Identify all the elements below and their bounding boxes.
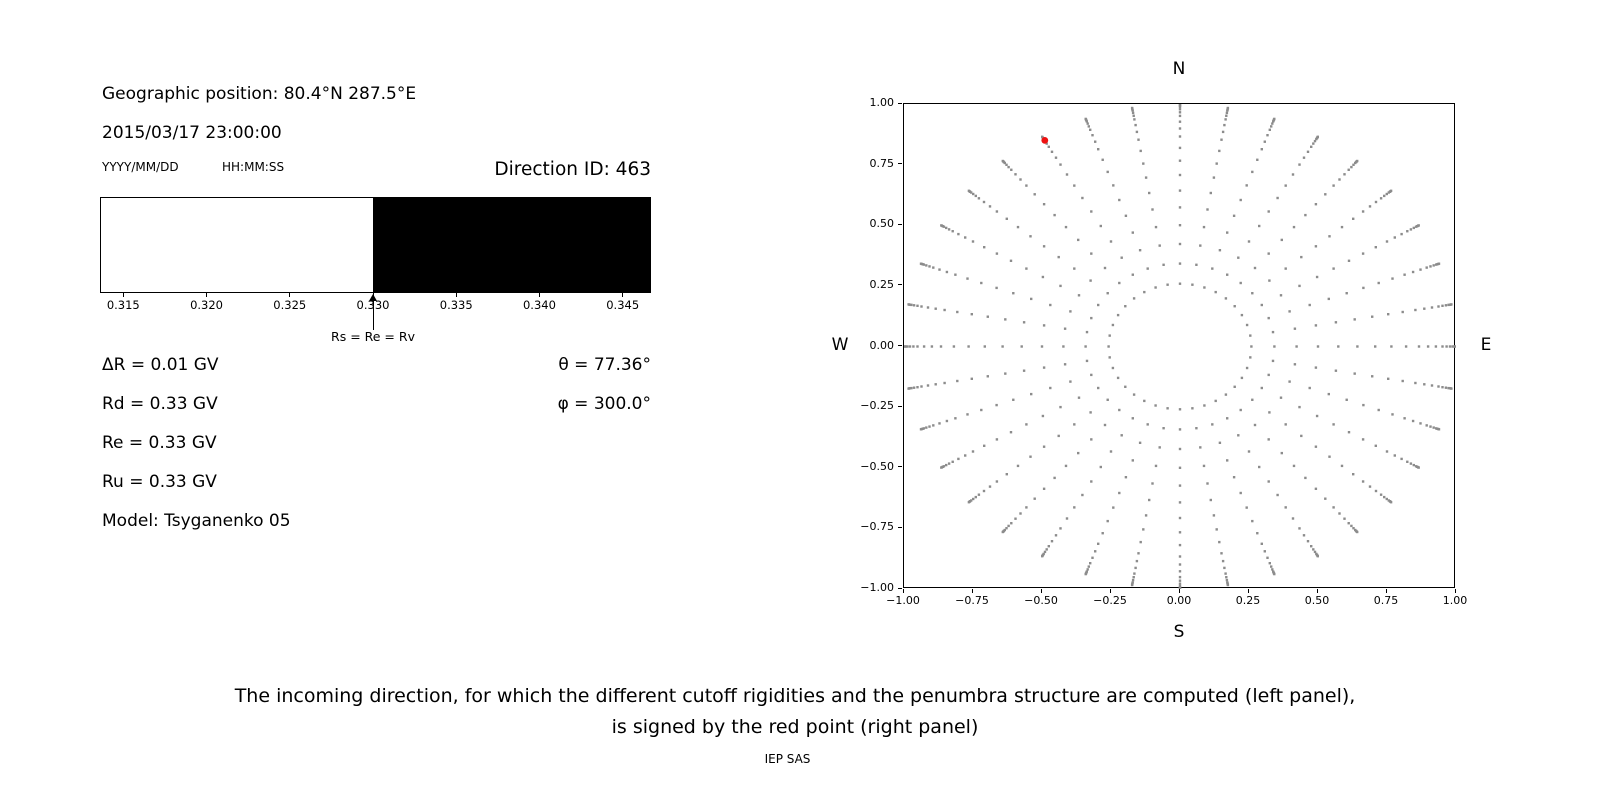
caption-line-1: The incoming direction, for which the di… bbox=[234, 685, 1356, 707]
penumbra-forbidden-region bbox=[373, 198, 650, 292]
time-format-label: HH:MM:SS bbox=[222, 160, 285, 174]
penumbra-tick-label: 0.320 bbox=[190, 298, 223, 312]
model-label: Model: Tsyganenko 05 bbox=[102, 511, 291, 531]
y-tick-mark bbox=[898, 102, 902, 104]
penumbra-tick-mark bbox=[622, 293, 624, 297]
y-tick-label: 0.75 bbox=[869, 156, 895, 170]
x-tick-label: 1.00 bbox=[1442, 594, 1468, 607]
penumbra-tick-label: 0.335 bbox=[439, 298, 473, 312]
x-tick-label: 0.75 bbox=[1373, 594, 1399, 607]
y-tick-label: 1.00 bbox=[869, 96, 895, 109]
selected-direction-point bbox=[1041, 137, 1049, 144]
penumbra-tick-mark bbox=[206, 293, 208, 297]
date-format-label: YYYY/MM/DD bbox=[102, 160, 179, 174]
x-tick-mark bbox=[971, 589, 973, 593]
y-tick-mark bbox=[898, 284, 902, 286]
y-tick-mark bbox=[898, 405, 902, 407]
y-tick-label: −0.50 bbox=[860, 459, 894, 473]
y-tick-mark bbox=[898, 223, 902, 225]
credit-label: IEP SAS bbox=[764, 752, 811, 766]
y-tick-label: −0.75 bbox=[860, 520, 894, 534]
penumbra-arrow-stem bbox=[372, 300, 374, 330]
x-tick-mark bbox=[902, 589, 904, 593]
x-tick-mark bbox=[1178, 589, 1180, 593]
penumbra-tick-mark bbox=[538, 293, 540, 297]
y-tick-mark bbox=[898, 587, 902, 589]
param-re: Re = 0.33 GV bbox=[102, 433, 217, 453]
param-rd: Rd = 0.33 GV bbox=[102, 394, 218, 414]
compass-west-label: W bbox=[831, 335, 849, 355]
direction-id: Direction ID: 463 bbox=[494, 159, 651, 180]
phi-value: φ = 300.0° bbox=[557, 394, 651, 414]
penumbra-tick-label: 0.345 bbox=[606, 298, 640, 312]
x-tick-label: 0.25 bbox=[1235, 594, 1261, 607]
penumbra-tick-label: 0.315 bbox=[106, 298, 140, 312]
direction-grid-dots bbox=[903, 103, 1457, 590]
x-tick-label: −0.25 bbox=[1093, 594, 1127, 607]
penumbra-tick-mark bbox=[289, 293, 291, 297]
penumbra-tick-mark bbox=[455, 293, 457, 297]
y-tick-mark bbox=[898, 526, 902, 528]
y-tick-mark bbox=[898, 345, 902, 346]
param-delta-r: ΔR = 0.01 GV bbox=[102, 355, 219, 375]
x-tick-label: −0.75 bbox=[955, 594, 989, 607]
geographic-position: Geographic position: 80.4°N 287.5°E bbox=[102, 84, 417, 104]
y-tick-label: 0.50 bbox=[869, 217, 895, 231]
compass-south-label: S bbox=[1173, 622, 1185, 642]
penumbra-tick-label: 0.340 bbox=[522, 298, 556, 312]
y-tick-label: −0.25 bbox=[860, 399, 894, 413]
x-tick-mark bbox=[1316, 589, 1318, 593]
y-tick-label: −1.00 bbox=[860, 581, 894, 594]
datetime-value: 2015/03/17 23:00:00 bbox=[102, 123, 282, 143]
theta-value: θ = 77.36° bbox=[558, 355, 651, 375]
penumbra-tick-label: 0.325 bbox=[273, 298, 307, 312]
x-tick-mark bbox=[1454, 589, 1456, 593]
y-tick-mark bbox=[898, 163, 902, 165]
caption-line-2: is signed by the red point (right panel) bbox=[611, 716, 979, 738]
penumbra-arrow-label: Rs = Re = Rv bbox=[331, 329, 415, 344]
x-tick-label: 0.50 bbox=[1304, 594, 1330, 607]
x-tick-label: −0.50 bbox=[1024, 594, 1058, 607]
compass-north-label: N bbox=[1172, 59, 1186, 79]
x-tick-label: 0.00 bbox=[1166, 594, 1192, 607]
y-tick-label: 0.25 bbox=[869, 277, 895, 291]
x-tick-mark bbox=[1040, 589, 1042, 593]
x-tick-mark bbox=[1247, 589, 1249, 593]
penumbra-arrow-head-icon bbox=[368, 294, 377, 301]
penumbra-tick-mark bbox=[122, 293, 124, 297]
y-tick-label: 0.00 bbox=[869, 338, 895, 352]
direction-scatter-plot bbox=[903, 103, 1457, 590]
param-ru: Ru = 0.33 GV bbox=[102, 472, 217, 492]
direction-scatter-canvas bbox=[903, 103, 1457, 590]
x-tick-label: −1.00 bbox=[886, 594, 920, 607]
penumbra-bar bbox=[100, 197, 651, 293]
x-tick-mark bbox=[1385, 589, 1387, 593]
x-tick-mark bbox=[1109, 589, 1111, 593]
compass-east-label: E bbox=[1480, 335, 1492, 355]
y-tick-mark bbox=[898, 466, 902, 468]
